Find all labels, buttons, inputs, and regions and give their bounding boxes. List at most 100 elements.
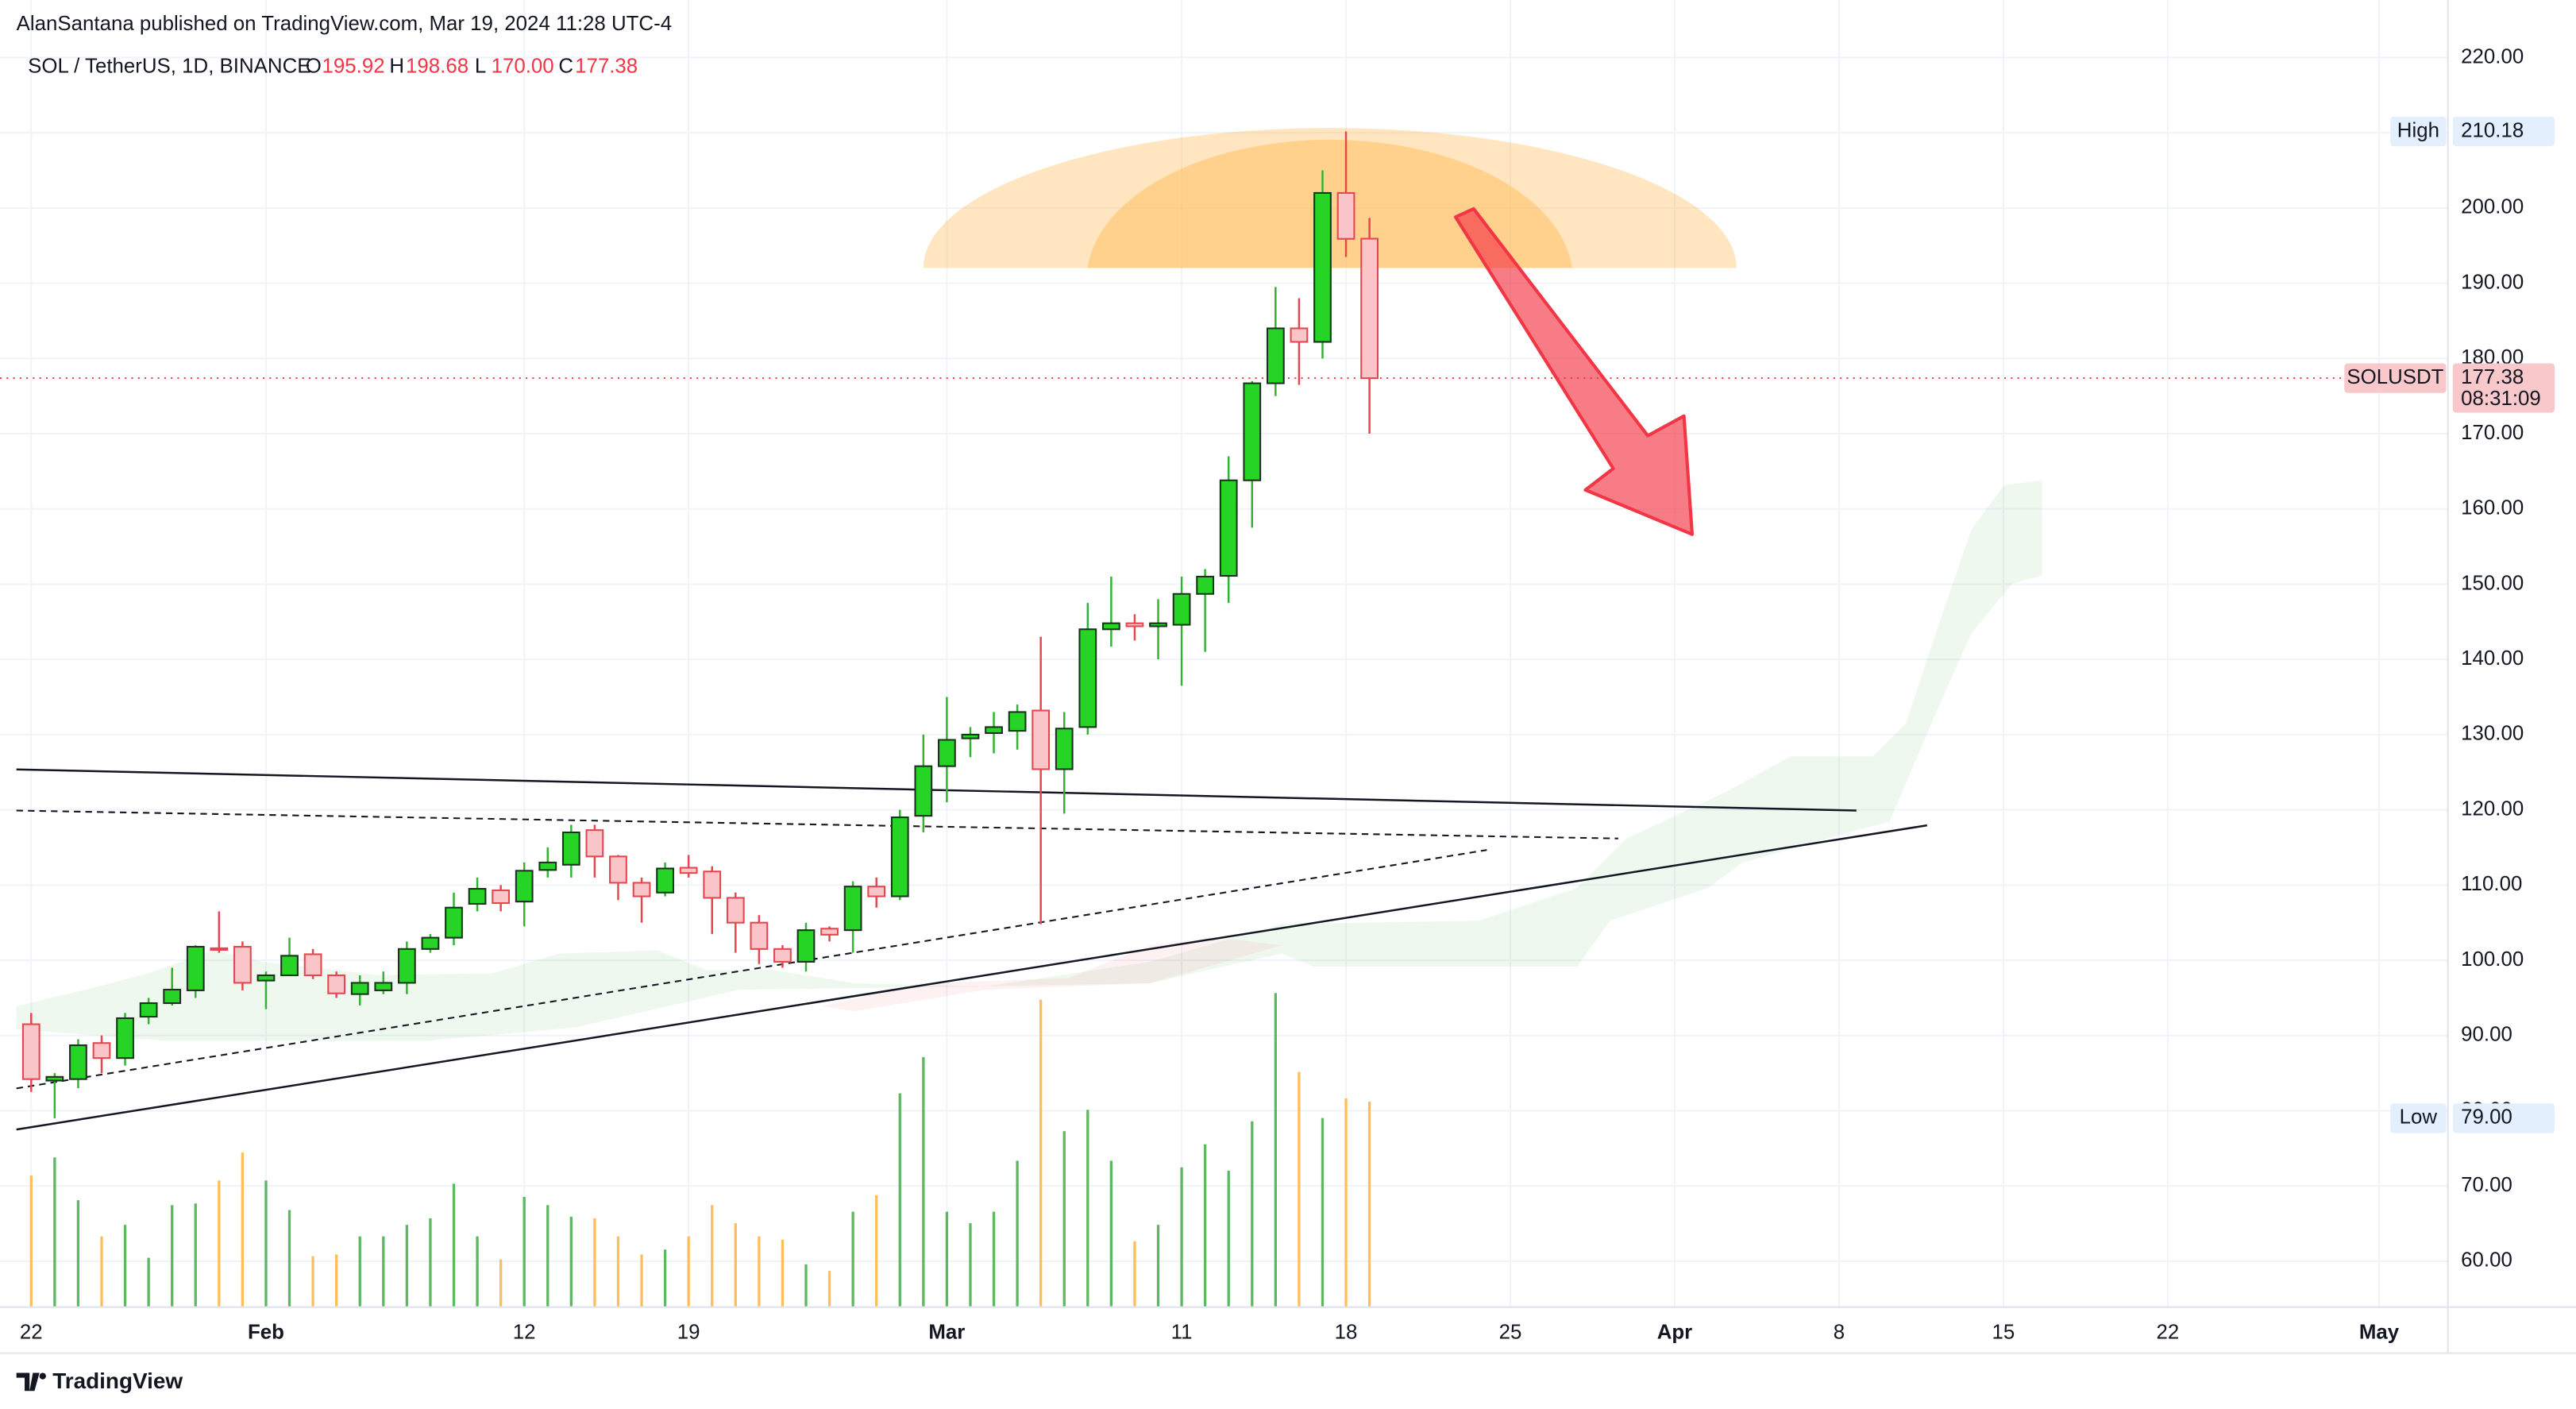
volume-bar bbox=[1344, 1098, 1348, 1307]
candle-body bbox=[914, 765, 933, 817]
candle-body bbox=[492, 889, 511, 905]
x-tick-label: Apr bbox=[1657, 1322, 1693, 1344]
ohlc-value: 177.38 bbox=[575, 56, 638, 78]
candle-body bbox=[139, 1002, 158, 1018]
y-tick-label: 130.00 bbox=[2461, 723, 2524, 745]
countdown: 08:31:09 bbox=[2461, 388, 2541, 410]
volume-bar bbox=[147, 1257, 150, 1307]
volume-bar bbox=[264, 1180, 268, 1307]
x-tick-label: 19 bbox=[677, 1322, 700, 1344]
candle-body bbox=[210, 947, 229, 951]
volume-bar bbox=[711, 1205, 714, 1307]
candle-body bbox=[890, 816, 909, 898]
y-tick-label: 110.00 bbox=[2461, 873, 2522, 895]
volume-bar bbox=[311, 1256, 314, 1307]
y-tick-label: 200.00 bbox=[2461, 196, 2524, 218]
high-box bbox=[2390, 116, 2447, 147]
candle-body bbox=[679, 867, 698, 874]
ohlc-name: L bbox=[475, 56, 486, 78]
candle-body bbox=[985, 726, 1003, 735]
candle-body bbox=[280, 955, 299, 977]
volume-bar bbox=[875, 1195, 878, 1307]
candle-body bbox=[750, 921, 769, 950]
candle-body bbox=[45, 1075, 64, 1082]
candle-body bbox=[397, 948, 416, 984]
candle-body bbox=[1243, 382, 1262, 481]
volume-bar bbox=[194, 1203, 197, 1307]
candle-body bbox=[867, 886, 886, 898]
candle-body bbox=[1172, 593, 1191, 626]
candle-body bbox=[350, 982, 369, 995]
x-tick-label: 8 bbox=[1834, 1322, 1845, 1344]
y-tick-label: 90.00 bbox=[2461, 1024, 2512, 1046]
y-tick-label: 120.00 bbox=[2461, 797, 2524, 820]
candle-body bbox=[1149, 622, 1167, 627]
volume-bar bbox=[405, 1225, 409, 1307]
volume-bar bbox=[1367, 1101, 1371, 1307]
volume-bar bbox=[804, 1264, 808, 1307]
volume-bar bbox=[758, 1236, 761, 1307]
candle-body bbox=[1125, 622, 1144, 627]
volume-bar bbox=[1251, 1121, 1254, 1307]
candle-body bbox=[1008, 711, 1027, 732]
candle-body bbox=[303, 953, 322, 977]
x-tick-label: 12 bbox=[513, 1322, 536, 1344]
volume-bar bbox=[1298, 1071, 1301, 1307]
candle-body bbox=[1101, 622, 1120, 631]
brand-name: TradingView bbox=[52, 1368, 183, 1393]
low-box bbox=[2390, 1103, 2447, 1133]
y-tick-label: 100.00 bbox=[2461, 948, 2524, 971]
volume-bar bbox=[1062, 1131, 1066, 1307]
high-value: 210.18 bbox=[2461, 119, 2524, 141]
volume-bar bbox=[1180, 1167, 1183, 1307]
volume-bar bbox=[452, 1183, 456, 1307]
volume-bar bbox=[476, 1236, 479, 1307]
trendline bbox=[16, 768, 1857, 812]
brand-logo: TradingView bbox=[16, 1368, 183, 1393]
volume-bar bbox=[1203, 1144, 1207, 1307]
candle-body bbox=[186, 945, 205, 991]
ohlc-name: C bbox=[558, 56, 573, 78]
y-tick-label: 140.00 bbox=[2461, 647, 2524, 670]
candle-body bbox=[515, 870, 534, 903]
volume-bar bbox=[593, 1218, 596, 1307]
candle-body bbox=[92, 1042, 111, 1060]
symbol-box bbox=[2344, 363, 2447, 393]
volume-bar bbox=[382, 1236, 385, 1307]
volume-bar bbox=[851, 1211, 854, 1307]
last-price: 177.38 bbox=[2461, 366, 2524, 388]
candle-body bbox=[1290, 327, 1309, 343]
candle-body bbox=[796, 929, 816, 963]
y-tick-label: 60.00 bbox=[2461, 1249, 2512, 1272]
volume-bar bbox=[287, 1210, 291, 1307]
volume-bar bbox=[171, 1205, 174, 1307]
axes: 220.00210.00200.00190.00180.00170.00160.… bbox=[20, 45, 2524, 1343]
volume-bar bbox=[100, 1236, 103, 1307]
x-tick-label: 18 bbox=[1335, 1322, 1358, 1344]
x-tick-label: May bbox=[2359, 1322, 2400, 1344]
volume-bar bbox=[53, 1157, 56, 1307]
x-tick-label: 22 bbox=[20, 1322, 43, 1344]
grid bbox=[0, 0, 2448, 1307]
candle-body bbox=[163, 988, 182, 1005]
y-tick-label: 70.00 bbox=[2461, 1174, 2512, 1196]
volume-bar bbox=[1321, 1118, 1325, 1307]
candle-body bbox=[327, 974, 346, 994]
candle-body bbox=[421, 936, 440, 950]
volume-bar bbox=[969, 1223, 972, 1307]
candle-body bbox=[1196, 575, 1215, 595]
high-value-box bbox=[2452, 116, 2555, 147]
x-tick-label: Feb bbox=[248, 1322, 284, 1344]
volume-bar bbox=[29, 1175, 33, 1307]
ohlc-value: 170.00 bbox=[492, 56, 554, 78]
trendline bbox=[16, 824, 1927, 1131]
candle-body bbox=[938, 739, 956, 767]
candle-body bbox=[843, 886, 862, 932]
volume-bar bbox=[499, 1259, 503, 1307]
attribution: AlanSantana published on TradingView.com… bbox=[17, 13, 672, 35]
ichimoku-cloud bbox=[16, 480, 2042, 1041]
candle-body bbox=[632, 882, 651, 898]
volume-bar bbox=[1156, 1225, 1160, 1307]
candle-body bbox=[1219, 479, 1238, 577]
